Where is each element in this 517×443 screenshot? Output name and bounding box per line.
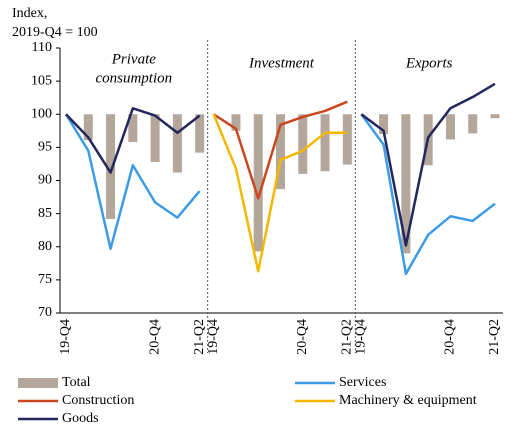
x-tick-label: 21-Q2 (192, 319, 207, 355)
bar (468, 114, 478, 134)
legend-label: Goods (62, 411, 99, 426)
y-tick-label: 110 (32, 40, 52, 55)
x-tick-label: 20-Q4 (295, 319, 310, 355)
legend-swatch (18, 378, 58, 388)
y-tick-label: 90 (38, 173, 52, 188)
line (360, 82, 496, 247)
panel-title: Exports (405, 55, 453, 71)
legend-label: Total (62, 375, 91, 390)
bar (490, 114, 500, 119)
y-axis-label: Index, (12, 6, 47, 21)
line (65, 107, 201, 174)
bar (276, 114, 285, 190)
legend-label: Machinery & equipment (339, 393, 477, 408)
panel-title: consumption (95, 70, 172, 86)
y-tick-label: 85 (38, 206, 52, 221)
bar (106, 114, 116, 219)
legend-label: Construction (62, 393, 134, 408)
bar (320, 114, 330, 172)
bar (172, 114, 182, 173)
bar (253, 114, 263, 252)
x-tick-label: 19-Q4 (58, 319, 73, 355)
bar (83, 114, 93, 141)
x-tick-label: 20-Q4 (443, 319, 458, 355)
x-tick-label: 21-Q2 (487, 319, 502, 355)
y-tick-label: 80 (38, 239, 52, 254)
line (212, 100, 348, 200)
y-axis-label: 2019-Q4 = 100 (12, 25, 98, 40)
y-tick-label: 95 (38, 140, 52, 155)
bar (401, 114, 411, 254)
bar (150, 114, 160, 162)
line (212, 113, 348, 273)
bar (298, 114, 308, 174)
y-tick-label: 70 (38, 305, 52, 320)
bar (128, 114, 138, 143)
x-tick-label: 20-Q4 (147, 319, 162, 355)
x-tick-label: 19-Q4 (354, 319, 369, 355)
line (360, 113, 496, 276)
y-tick-label: 100 (31, 106, 52, 121)
bar (445, 114, 455, 140)
bar (342, 114, 352, 165)
x-tick-label: 19-Q4 (206, 319, 221, 355)
x-tick-label: 21-Q2 (340, 319, 355, 355)
y-tick-label: 75 (38, 272, 52, 287)
line (64, 113, 201, 250)
bar (379, 114, 389, 135)
panel-title: Private (111, 51, 156, 67)
panel-title: Investment (248, 55, 315, 71)
bar (195, 114, 205, 153)
y-tick-label: 105 (31, 73, 52, 88)
legend-label: Services (339, 375, 386, 390)
bar (231, 114, 241, 131)
